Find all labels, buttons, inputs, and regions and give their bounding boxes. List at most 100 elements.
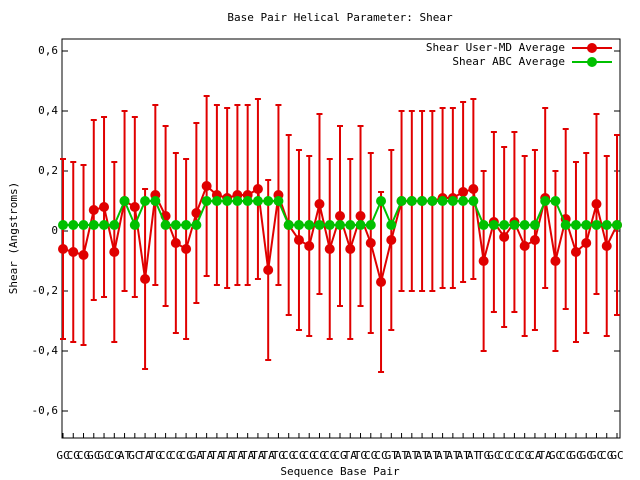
point <box>581 220 592 230</box>
x-tick-label: TA <box>344 449 358 462</box>
legend-label: Shear ABC Average <box>452 55 565 68</box>
point <box>478 220 489 230</box>
point <box>509 220 520 230</box>
x-tick-label: CG <box>323 449 336 462</box>
point <box>129 220 140 230</box>
x-tick-label: CA <box>528 449 542 462</box>
y-tick-label: -0,2 <box>32 284 59 297</box>
x-tick-label: CG <box>333 449 346 462</box>
x-tick-label: TA <box>241 449 255 462</box>
x-tick-label: GC <box>128 449 141 462</box>
point <box>570 220 581 230</box>
x-tick-label: TG <box>272 449 285 462</box>
point <box>78 220 89 230</box>
x-tick-label: CG <box>313 449 326 462</box>
x-tick-label: TA <box>539 449 553 462</box>
chart-title: Base Pair Helical Parameter: Shear <box>227 11 453 24</box>
point <box>170 220 181 230</box>
x-tick-label: GC <box>487 449 500 462</box>
point <box>499 220 510 230</box>
x-tick-label: CG <box>77 449 90 462</box>
point <box>570 247 581 257</box>
point <box>417 196 428 206</box>
point <box>386 235 397 245</box>
point <box>99 202 110 212</box>
x-tick-label: AT <box>405 449 419 462</box>
point <box>314 220 325 230</box>
x-tick-label: CC <box>159 449 172 462</box>
point <box>437 196 448 206</box>
point <box>150 196 161 206</box>
x-tick-label: AT <box>426 449 440 462</box>
point <box>211 196 222 206</box>
point <box>304 241 315 251</box>
point <box>263 265 274 275</box>
point <box>88 205 99 215</box>
point <box>376 277 387 287</box>
y-tick-label: -0,4 <box>32 344 59 357</box>
point <box>140 274 151 284</box>
x-tick-label: CC <box>498 449 511 462</box>
point <box>263 196 274 206</box>
point <box>345 244 356 254</box>
point <box>109 247 120 257</box>
point <box>406 196 417 206</box>
legend-label: Shear User-MD Average <box>426 41 565 54</box>
point <box>181 220 192 230</box>
x-tick-label: GC <box>610 449 623 462</box>
point <box>458 187 469 197</box>
point <box>252 196 263 206</box>
x-tick-label: TA <box>221 449 235 462</box>
point <box>540 196 551 206</box>
x-tick-label: GC <box>56 449 69 462</box>
point <box>232 196 243 206</box>
point <box>529 220 540 230</box>
point <box>591 199 602 209</box>
x-tick-label: GC <box>590 449 603 462</box>
x-tick-label: GC <box>97 449 110 462</box>
point <box>283 220 294 230</box>
y-tick-label: 0,4 <box>38 104 58 117</box>
x-tick-label: AT <box>415 449 429 462</box>
point <box>181 244 192 254</box>
point <box>488 220 499 230</box>
point <box>447 196 458 206</box>
x-tick-label: TG <box>149 449 162 462</box>
point <box>58 220 68 230</box>
x-tick-label: CG <box>518 449 531 462</box>
point <box>201 181 212 191</box>
x-tick-label: CG <box>67 449 80 462</box>
x-axis-label: Sequence Base Pair <box>280 465 400 478</box>
x-tick-label: AT <box>456 449 470 462</box>
x-tick-label: CC <box>374 449 387 462</box>
point <box>560 220 571 230</box>
point <box>612 220 622 230</box>
point <box>458 196 469 206</box>
x-tick-label: TG <box>477 449 490 462</box>
x-tick-label: AT <box>436 449 450 462</box>
point <box>519 241 530 251</box>
point <box>335 211 345 221</box>
point <box>324 220 335 230</box>
point <box>601 241 612 251</box>
point <box>386 220 397 230</box>
x-tick-label: GC <box>580 449 593 462</box>
point <box>355 220 366 230</box>
point <box>119 196 130 206</box>
point <box>242 196 253 206</box>
x-tick-label: CG <box>292 449 305 462</box>
x-tick-label: CC <box>508 449 521 462</box>
point <box>550 256 561 266</box>
point <box>478 256 489 266</box>
point <box>109 220 120 230</box>
point <box>191 208 202 218</box>
y-axis-label: Shear (Angstroms) <box>7 182 20 295</box>
x-tick-label: GC <box>569 449 582 462</box>
x-tick-label: CG <box>303 449 316 462</box>
x-tick-label: CG <box>282 449 295 462</box>
point <box>365 220 376 230</box>
point <box>355 211 366 221</box>
y-tick-label: 0 <box>51 224 58 237</box>
x-tick-label: GC <box>549 449 562 462</box>
